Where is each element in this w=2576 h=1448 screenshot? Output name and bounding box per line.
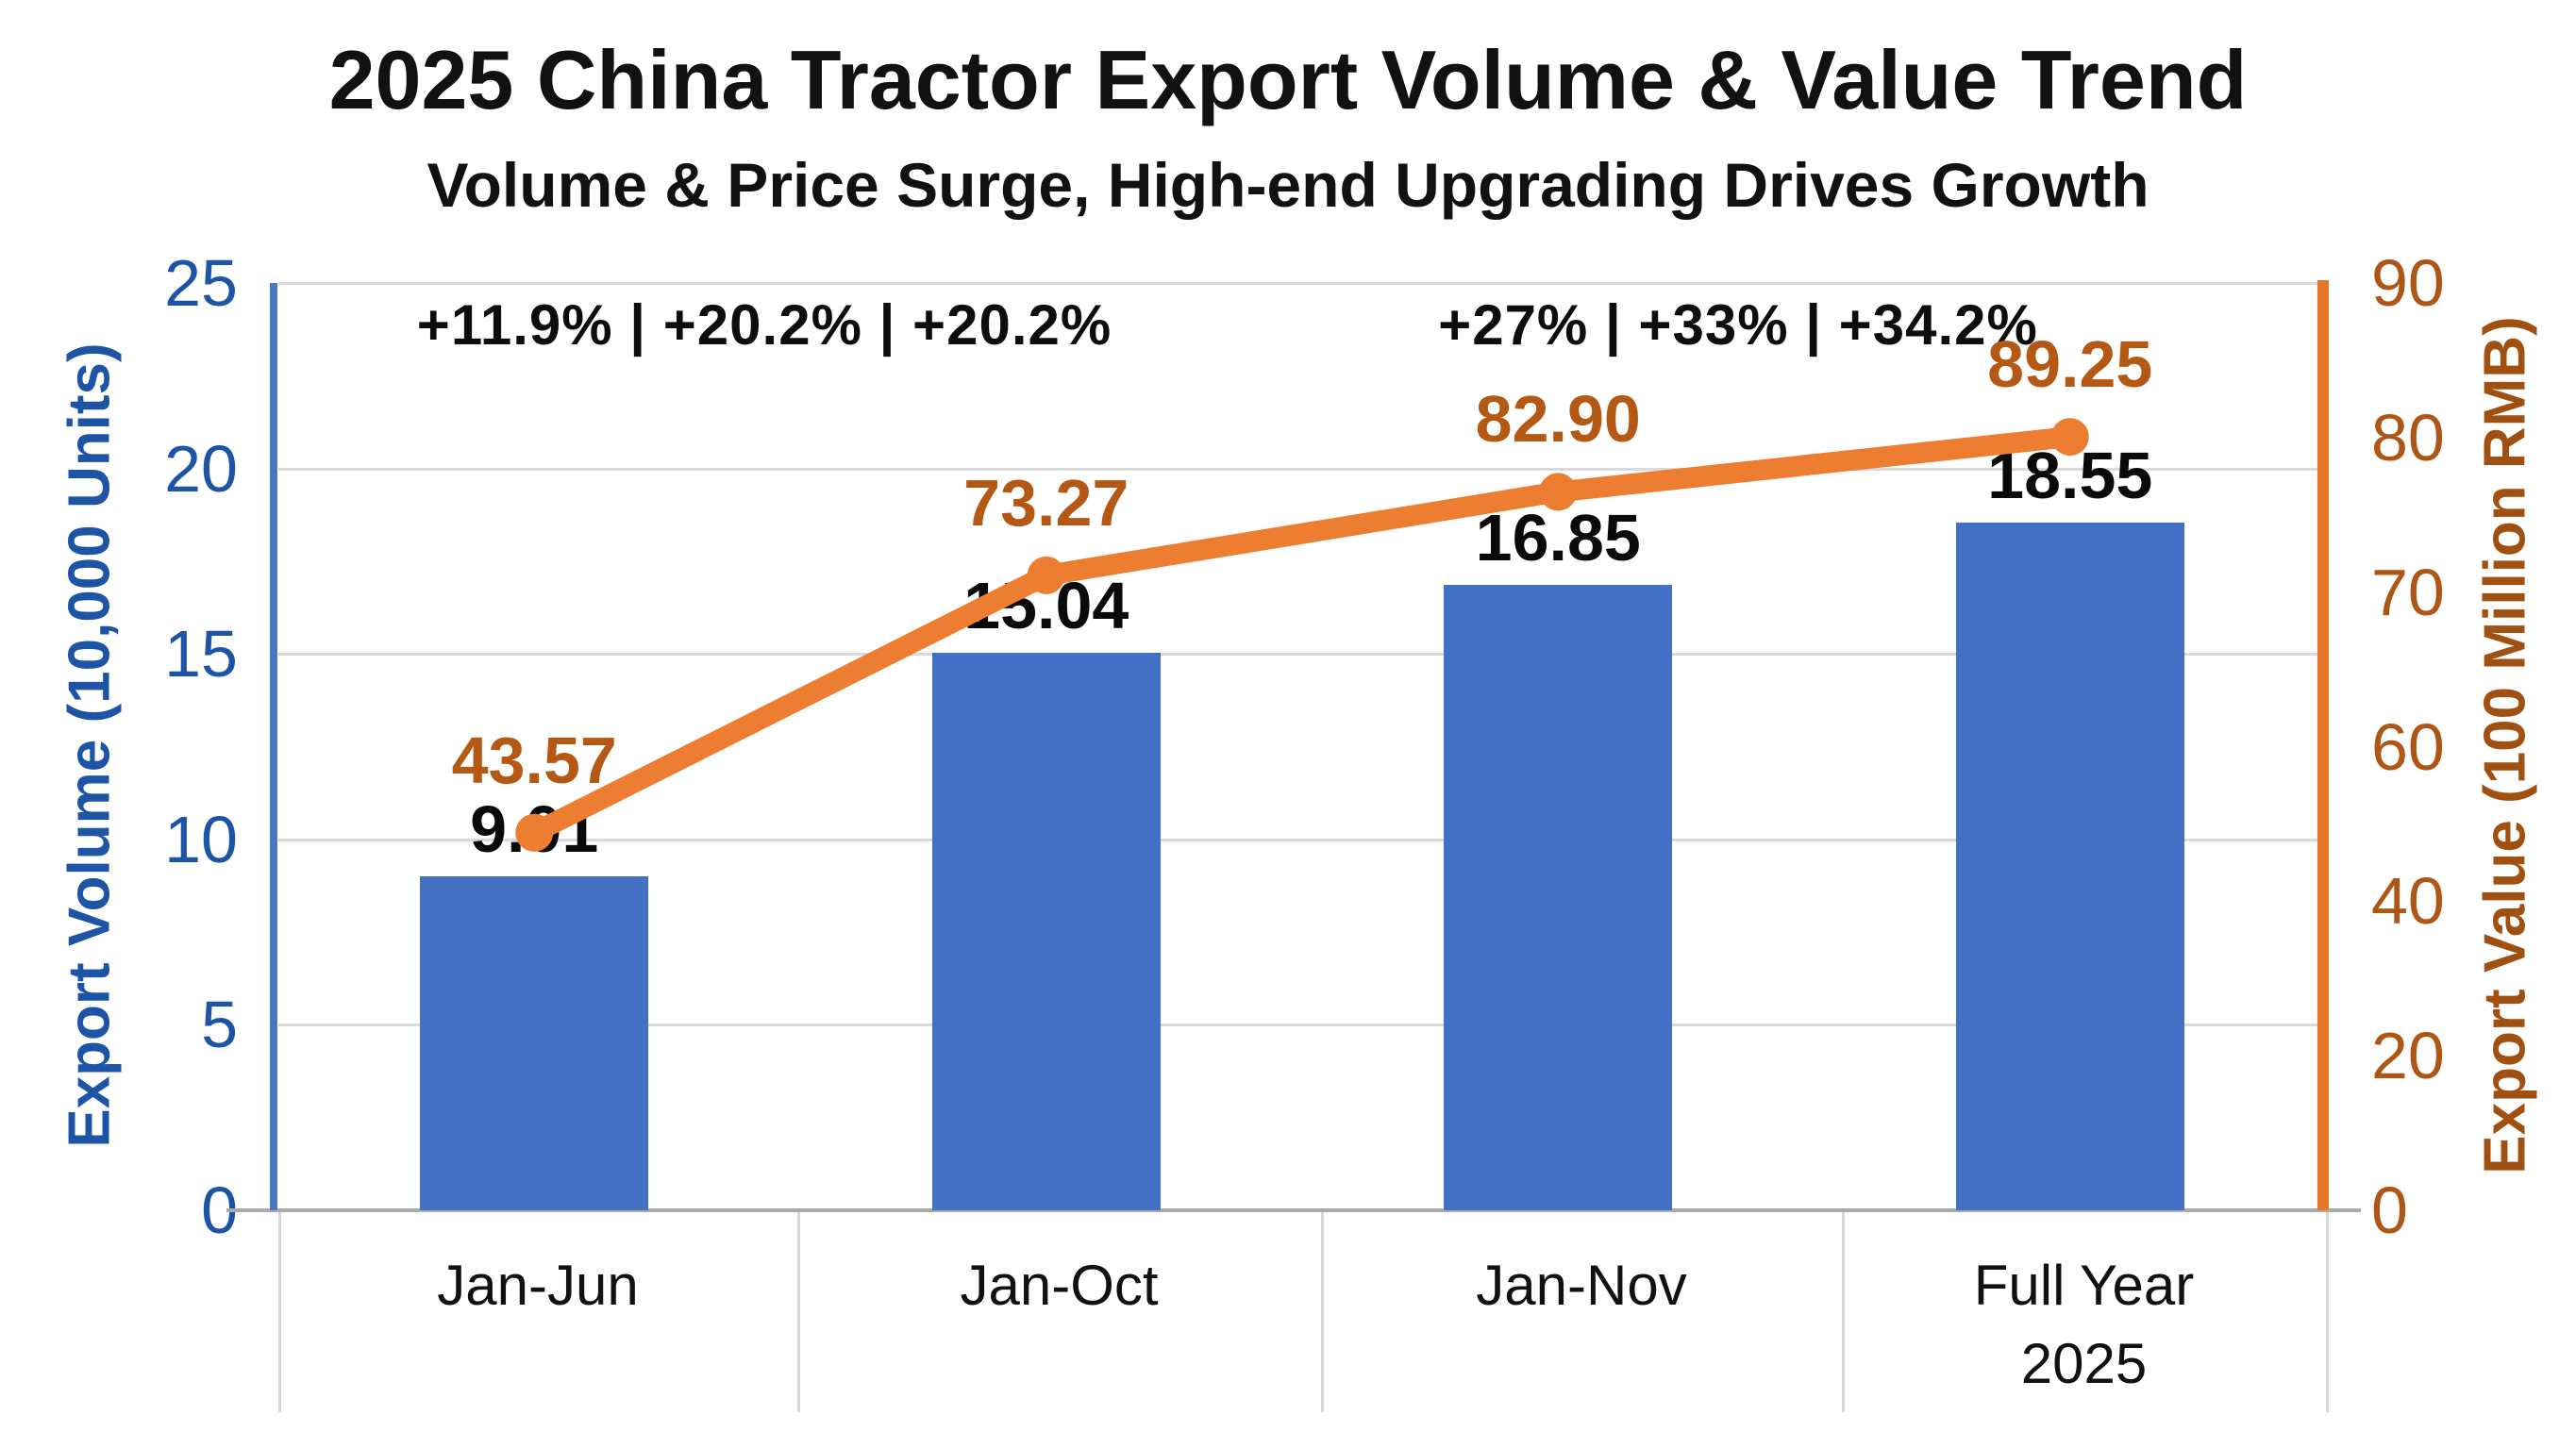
x-tick-label: Full Year 2025 xyxy=(1973,1254,2195,1395)
category-divider xyxy=(2326,1212,2329,1412)
bar xyxy=(931,652,1161,1210)
y-tick-label-right: 90 xyxy=(2371,246,2445,320)
y-tick-label-right: 0 xyxy=(2371,1173,2408,1247)
y-tick-label-right: 70 xyxy=(2371,555,2445,629)
line-value-label: 73.27 xyxy=(963,465,1129,540)
y-tick-label-left: 5 xyxy=(201,988,238,1062)
growth-annotation-left: +11.9% | +20.2% | +20.2% xyxy=(416,293,1112,357)
y-tick-label-left: 15 xyxy=(164,617,238,691)
y-tick-label-left: 25 xyxy=(164,246,238,320)
category-divider xyxy=(797,1212,800,1412)
bar-value-label: 16.85 xyxy=(1475,501,1641,575)
bar xyxy=(1444,585,1673,1210)
chart-title: 2025 China Tractor Export Volume & Value… xyxy=(328,33,2248,126)
category-divider xyxy=(1842,1212,1845,1412)
line-point xyxy=(515,813,554,852)
x-tick-label: Jan-Oct xyxy=(960,1254,1159,1317)
category-divider xyxy=(1321,1212,1324,1412)
bar xyxy=(420,875,649,1210)
line-point xyxy=(2050,418,2089,457)
line-value-label: 43.57 xyxy=(451,723,617,797)
x-tick-label: Jan-Nov xyxy=(1476,1254,1687,1317)
bar xyxy=(1955,522,2184,1210)
y-tick-label-left: 10 xyxy=(164,802,238,876)
gridline xyxy=(278,467,2326,471)
y-tick-label-right: 40 xyxy=(2371,864,2445,939)
y-tick-label-right: 20 xyxy=(2371,1019,2445,1093)
gridline xyxy=(278,1024,2326,1027)
left-axis-line xyxy=(270,283,277,1210)
x-baseline xyxy=(226,1208,2361,1212)
y-tick-label-right: 60 xyxy=(2371,709,2445,784)
line-point xyxy=(1027,556,1065,594)
growth-annotation-right: +27% | +33% | +34.2% xyxy=(1438,293,2038,357)
right-axis-line xyxy=(2317,280,2329,1210)
gridline xyxy=(278,653,2326,657)
line-point xyxy=(1539,473,1578,511)
category-divider xyxy=(278,1212,281,1412)
line-value-label: 82.90 xyxy=(1475,382,1641,457)
x-tick-label: Jan-Jun xyxy=(437,1254,639,1317)
gridline xyxy=(278,282,2326,285)
line-value-label: 89.25 xyxy=(1987,327,2153,402)
y-tick-label-left: 20 xyxy=(164,431,238,506)
gridline xyxy=(278,838,2326,841)
export-value-line xyxy=(524,426,2081,843)
chart-subtitle: Volume & Price Surge, High-end Upgrading… xyxy=(427,150,2149,220)
y-tick-label-right: 80 xyxy=(2371,400,2445,474)
